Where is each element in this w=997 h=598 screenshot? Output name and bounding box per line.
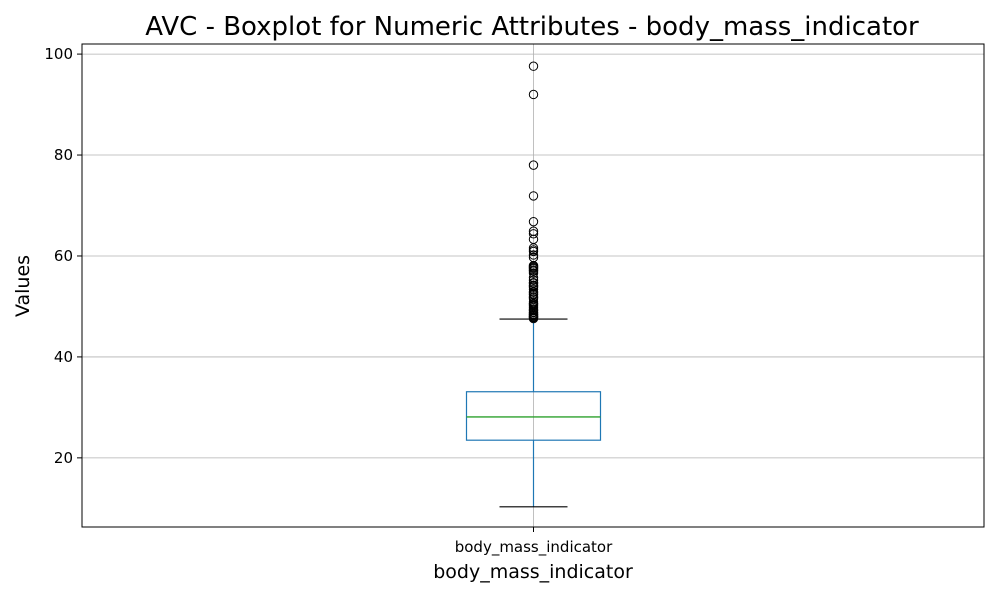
plot-area (465, 61, 602, 508)
iqr-box (465, 391, 602, 441)
y-axis-ticks: 20 40 60 80 100 (44, 45, 82, 467)
x-axis-ticks: body_mass_indicator (455, 527, 613, 557)
outlier-point (528, 216, 539, 227)
outlier-point (528, 250, 539, 260)
y-tick-label: 100 (44, 45, 73, 63)
y-axis-label: Values (12, 255, 34, 317)
y-tick-label: 40 (54, 348, 73, 366)
x-axis-label: body_mass_indicator (433, 561, 633, 583)
x-tick-label: body_mass_indicator (455, 538, 613, 557)
outlier-point (528, 160, 539, 170)
y-tick-label: 60 (54, 247, 73, 265)
outlier-point (528, 313, 539, 324)
outlier-point (528, 229, 539, 239)
outlier-point (528, 191, 539, 201)
outlier-point (528, 275, 539, 285)
chart-title: AVC - Boxplot for Numeric Attributes - b… (145, 12, 919, 42)
outlier-point (528, 61, 539, 71)
y-tick-label: 20 (54, 449, 73, 467)
y-tick-label: 80 (54, 146, 73, 164)
outlier-point (528, 246, 539, 257)
outlier-point (528, 89, 539, 100)
outlier-point (528, 268, 539, 278)
